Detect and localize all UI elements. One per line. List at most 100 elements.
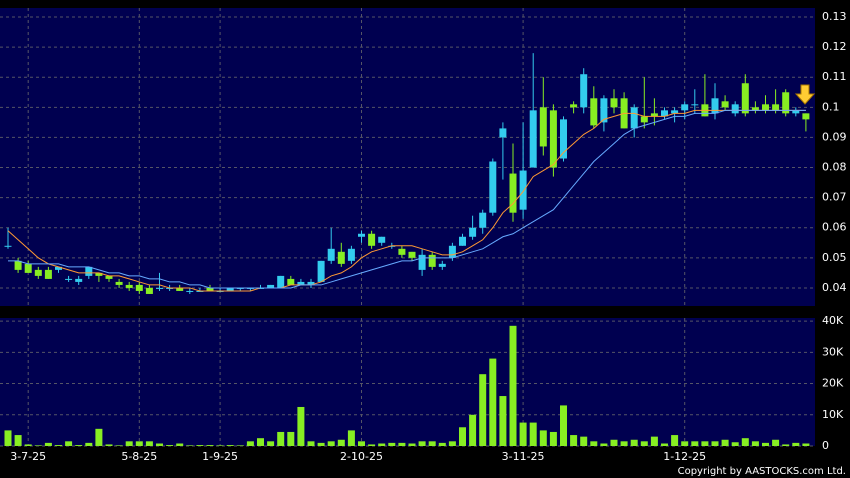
candle-body (408, 251, 416, 258)
volume-bar (297, 406, 305, 446)
volume-bar (459, 427, 466, 446)
candle-body (671, 110, 679, 114)
y2-tick-label: 10K (822, 408, 844, 421)
volume-bar (166, 445, 174, 446)
volume-bar (378, 443, 386, 446)
candle-body (489, 161, 497, 213)
candle-body (327, 248, 335, 261)
candle-body (176, 287, 184, 291)
candle-body (398, 248, 406, 255)
volume-bar (438, 442, 446, 446)
x-tick-label: 2-10-25 (340, 450, 383, 463)
candle-body (539, 107, 547, 147)
candle-body (135, 284, 143, 291)
volume-bar (55, 445, 62, 446)
y-tick-label: 0.05 (822, 251, 847, 264)
volume-bar (610, 439, 618, 446)
candle-body (479, 212, 487, 228)
volume-bar (479, 374, 487, 446)
candle-body (630, 107, 638, 129)
volume-bar (640, 441, 648, 446)
volume-bar (570, 435, 578, 446)
volume-panel (0, 318, 815, 446)
candle-body (317, 260, 325, 282)
candle-body (337, 251, 345, 264)
y2-tick-label: 0 (822, 439, 829, 452)
candle-body (782, 92, 790, 114)
candle-body (277, 275, 285, 288)
volume-bar (206, 445, 214, 446)
candle-body (368, 233, 376, 246)
volume-bar (196, 445, 204, 446)
candle-body (115, 281, 123, 285)
volume-bar (388, 442, 396, 446)
candle-body (469, 227, 477, 237)
candle-body (741, 83, 749, 114)
candle-body (570, 104, 578, 108)
volume-bar (469, 414, 477, 446)
candle-body (206, 287, 214, 291)
y-tick-label: 0.06 (822, 221, 847, 234)
candle-body (681, 104, 689, 111)
candle-body (802, 113, 810, 120)
candle-body (95, 272, 103, 276)
volume-bar (75, 445, 83, 446)
volume-bar (347, 430, 355, 446)
volume-bar (408, 443, 416, 446)
candle-body (691, 104, 699, 106)
volume-bar (762, 442, 769, 446)
volume-bar (802, 443, 810, 446)
candle-body (156, 287, 163, 289)
volume-bar (772, 439, 780, 446)
volume-bar (267, 441, 275, 446)
candle-body (590, 98, 598, 126)
candle-body (105, 275, 113, 279)
volume-bar (711, 441, 719, 446)
candle-body (44, 269, 52, 279)
y-tick-label: 0.04 (822, 281, 847, 294)
candle-body (661, 110, 668, 117)
price-panel (0, 8, 815, 306)
candle-body (529, 110, 537, 168)
candle-body (14, 260, 22, 270)
candle-body (65, 278, 73, 280)
volume-bar (560, 405, 567, 446)
volume-bar (590, 441, 598, 446)
volume-bar (65, 441, 73, 446)
candle-body (226, 287, 234, 291)
volume-bar (701, 441, 709, 446)
candle-body (24, 263, 32, 273)
volume-bar (428, 441, 436, 446)
candle-body (428, 254, 436, 267)
copyright: Copyright by AASTOCKS.com Ltd. (678, 466, 846, 477)
candle-body (650, 113, 658, 117)
volume-bar (731, 442, 739, 446)
y-tick-label: 0.08 (822, 161, 847, 174)
candle-body (358, 233, 365, 237)
volume-bar (661, 443, 668, 446)
y-tick-label: 0.11 (822, 70, 847, 83)
candle-body (509, 173, 517, 213)
candle-body (610, 98, 618, 108)
volume-bar (14, 435, 22, 446)
volume-bar (620, 441, 628, 446)
y2-tick-label: 20K (822, 377, 844, 390)
volume-bar (539, 430, 547, 446)
volume-bar (226, 445, 234, 446)
candle-body (772, 104, 780, 111)
volume-bar (327, 441, 335, 446)
volume-bar (681, 441, 689, 446)
volume-bar (782, 444, 790, 446)
volume-bar (418, 441, 426, 446)
candle-body (519, 170, 527, 210)
volume-bar (4, 430, 12, 446)
volume-bar (307, 441, 315, 446)
volume-bar (630, 439, 638, 446)
candle-body (186, 290, 194, 292)
volume-bar (44, 442, 52, 446)
candle-body (499, 128, 507, 138)
y-tick-label: 0.1 (822, 100, 840, 113)
candle-body (640, 116, 648, 123)
moving-average-line (8, 109, 806, 289)
